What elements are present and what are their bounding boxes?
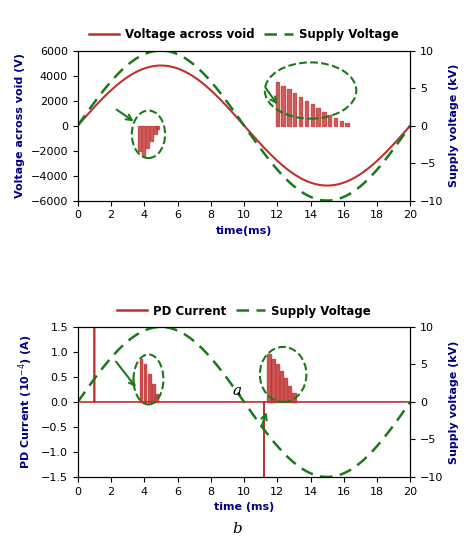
- Text: b: b: [232, 522, 242, 536]
- Y-axis label: Supply voltage (kV): Supply voltage (kV): [449, 64, 459, 187]
- Legend: Voltage across void, Supply Voltage: Voltage across void, Supply Voltage: [84, 24, 404, 46]
- Y-axis label: PD Current (10$^{-4}$) (A): PD Current (10$^{-4}$) (A): [17, 335, 36, 469]
- Legend: PD Current, Supply Voltage: PD Current, Supply Voltage: [113, 300, 375, 322]
- Y-axis label: Voltage across void (V): Voltage across void (V): [15, 53, 25, 198]
- X-axis label: time(ms): time(ms): [216, 226, 272, 236]
- X-axis label: time (ms): time (ms): [214, 502, 274, 512]
- Text: a: a: [232, 385, 242, 399]
- Y-axis label: Supply voltage (kV): Supply voltage (kV): [449, 340, 459, 464]
